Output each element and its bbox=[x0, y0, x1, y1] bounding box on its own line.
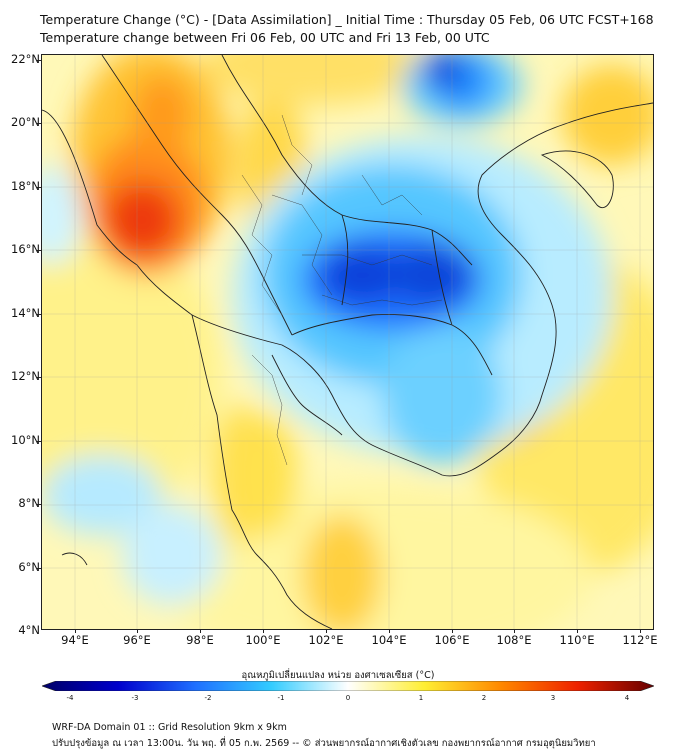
lat-tick bbox=[37, 250, 41, 251]
lat-tick bbox=[37, 377, 41, 378]
lat-label-18n: 18°N bbox=[11, 179, 40, 193]
lon-tick bbox=[389, 629, 390, 633]
lat-label-4n: 4°N bbox=[18, 623, 40, 637]
colorbar-tick-label: -1 bbox=[277, 694, 285, 702]
lon-tick bbox=[640, 629, 641, 633]
lon-tick bbox=[577, 629, 578, 633]
colorbar-tick-label: 4 bbox=[624, 694, 630, 702]
colorbar-tick-label: 0 bbox=[345, 694, 351, 702]
lon-label-98e: 98°E bbox=[186, 633, 214, 647]
colorbar-title: อุณหภูมิเปลี่ยนแปลง หน่วย องศาเซลเซียส (… bbox=[241, 670, 435, 681]
map-title-line2: Temperature change between Fri 06 Feb, 0… bbox=[40, 30, 490, 45]
lon-tick bbox=[200, 629, 201, 633]
lon-tick bbox=[326, 629, 327, 633]
province-boundaries bbox=[241, 114, 443, 466]
lat-tick bbox=[37, 314, 41, 315]
lat-tick bbox=[37, 60, 41, 61]
map-title-line1: Temperature Change (°C) - [Data Assimila… bbox=[40, 12, 654, 27]
colorbar-gradient bbox=[42, 681, 654, 691]
lon-label-94e: 94°E bbox=[61, 633, 89, 647]
temperature-field bbox=[42, 55, 653, 629]
lon-label-104e: 104°E bbox=[371, 633, 407, 647]
footer-update-info: ปรับปรุงข้อมูล ณ เวลา 13:00น. วัน พฤ. ที… bbox=[52, 738, 596, 749]
lat-tick bbox=[37, 504, 41, 505]
lat-label-10n: 10°N bbox=[11, 433, 40, 447]
lat-tick bbox=[37, 441, 41, 442]
lat-label-8n: 8°N bbox=[18, 496, 40, 510]
colorbar-tick-label: 2 bbox=[481, 694, 487, 702]
lon-tick bbox=[514, 629, 515, 633]
lon-label-96e: 96°E bbox=[123, 633, 151, 647]
colorbar-tick-label: -4 bbox=[66, 694, 74, 702]
lon-label-102e: 102°E bbox=[308, 633, 344, 647]
lat-label-12n: 12°N bbox=[11, 369, 40, 383]
colorbar-tick-label: -3 bbox=[131, 694, 139, 702]
lon-label-100e: 100°E bbox=[245, 633, 281, 647]
footer-model-info: WRF-DA Domain 01 :: Grid Resolution 9km … bbox=[52, 722, 287, 733]
graticule bbox=[42, 55, 653, 629]
lat-label-20n: 20°N bbox=[11, 115, 40, 129]
lon-label-106e: 106°E bbox=[434, 633, 470, 647]
lon-tick bbox=[75, 629, 76, 633]
lon-label-110e: 110°E bbox=[559, 633, 595, 647]
lon-tick bbox=[263, 629, 264, 633]
lat-label-6n: 6°N bbox=[18, 560, 40, 574]
colorbar bbox=[42, 681, 654, 691]
coastline-borders bbox=[42, 55, 653, 629]
lon-tick bbox=[137, 629, 138, 633]
colorbar-tick-label: -2 bbox=[204, 694, 212, 702]
lat-label-16n: 16°N bbox=[11, 242, 40, 256]
colorbar-tick-label: 1 bbox=[418, 694, 424, 702]
lat-label-14n: 14°N bbox=[11, 306, 40, 320]
lon-label-112e: 112°E bbox=[622, 633, 658, 647]
lat-tick bbox=[37, 123, 41, 124]
lon-tick bbox=[452, 629, 453, 633]
lat-tick bbox=[37, 187, 41, 188]
lon-label-108e: 108°E bbox=[496, 633, 532, 647]
temperature-change-map bbox=[41, 54, 654, 630]
colorbar-tick-label: 3 bbox=[550, 694, 556, 702]
lat-label-22n: 22°N bbox=[11, 52, 40, 66]
lat-tick bbox=[37, 568, 41, 569]
